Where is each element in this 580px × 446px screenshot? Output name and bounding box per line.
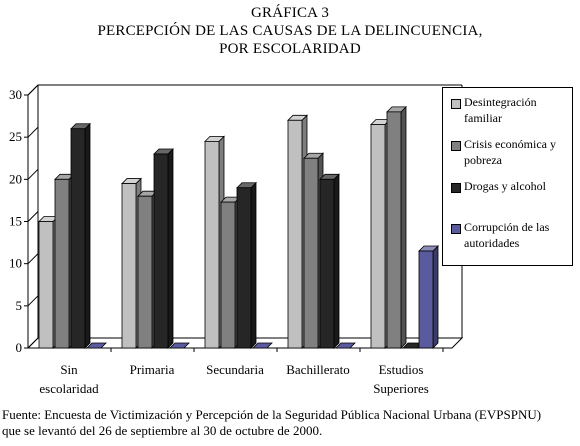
bar-front-face: [70, 128, 86, 349]
x-category-label: Sin: [60, 362, 78, 377]
y-tick-label: 5: [16, 298, 23, 313]
bar-front-face: [220, 201, 236, 349]
legend-label-line: Drogas y alcohol: [464, 179, 546, 193]
bar-zero-slab: [86, 342, 107, 349]
x-category-label: Estudios: [379, 362, 424, 377]
bar-side-face: [84, 122, 91, 349]
chart-title-line-2: PERCEPCIÓN DE LAS CAUSAS DE LA DELINCUEN…: [97, 23, 483, 39]
legend-swatch: [451, 141, 461, 151]
legend-label-line: pobreza: [464, 153, 502, 167]
bar-zero-slab: [169, 342, 190, 349]
bar: [335, 342, 356, 349]
bar: [418, 245, 439, 349]
bar: [386, 105, 407, 349]
y-tick-label: 10: [9, 256, 22, 271]
bar-front-face: [370, 124, 386, 349]
bar-front-face: [319, 178, 335, 349]
legend-label: Crisis económica y pobreza: [464, 136, 576, 168]
y-tick-depth-line: [27, 126, 39, 138]
legend-label-line: autoridades: [464, 236, 520, 250]
y-tick-depth-line: [27, 253, 39, 265]
x-category-label: Primaria: [130, 362, 175, 377]
y-tick-depth-line: [27, 337, 39, 349]
bar-front-face: [303, 157, 319, 349]
bar-front-face: [137, 195, 153, 349]
chart-title-line-1: GRÁFICA 3: [250, 5, 330, 21]
y-tick-depth-line: [27, 211, 39, 222]
y-tick-label: 30: [9, 87, 22, 102]
source-note-line-2: que se levantó del 26 de septiembre al 3…: [2, 423, 323, 438]
bar-zero-slab: [335, 342, 356, 349]
bar-zero-slab: [252, 342, 273, 349]
bar: [153, 148, 174, 349]
y-tick-depth-line: [27, 295, 39, 307]
bar: [169, 342, 190, 349]
legend-label-line: Crisis económica y: [464, 137, 556, 151]
y-tick-label: 0: [16, 340, 23, 355]
x-category-label: Secundaria: [206, 362, 264, 377]
bar: [252, 342, 273, 349]
bar-front-face: [287, 119, 303, 349]
bar-front-face: [418, 250, 434, 349]
bar-side-face: [250, 181, 257, 349]
legend-label-line: familiar: [464, 111, 502, 125]
bar-front-face: [386, 111, 402, 349]
bar-front-face: [153, 153, 169, 349]
bar-side-face: [333, 173, 340, 349]
chart-legend: Desintegración familiar Crisis económica y…: [442, 87, 573, 266]
bar-front-face: [121, 183, 137, 349]
bar: [319, 173, 340, 349]
y-tick-depth-line: [27, 84, 39, 96]
y-tick-label: 25: [9, 129, 22, 144]
x-category-label: Superiores: [373, 381, 429, 396]
x-category-label: Bachillerato: [286, 362, 350, 377]
bar-side-face: [400, 105, 407, 349]
legend-swatch: [451, 224, 461, 234]
chart-title-line-3: POR ESCOLARIDAD: [219, 41, 361, 57]
bar-front-face: [54, 178, 70, 349]
legend-swatch: [451, 99, 461, 109]
legend-label-line: Corrupción de las: [464, 220, 550, 234]
legend-label: Corrupción de las autoridades: [464, 219, 576, 251]
bar-side-face: [167, 148, 174, 349]
bar: [70, 122, 91, 349]
legend-label: Drogas y alcohol: [464, 178, 576, 194]
bar-front-face: [236, 187, 252, 349]
bar-front-face: [204, 140, 220, 349]
y-tick-label: 20: [9, 171, 22, 186]
legend-label-line: Desintegración: [464, 95, 537, 109]
legend-swatch: [451, 183, 461, 193]
y-tick-depth-line: [27, 168, 39, 180]
y-tick-label: 15: [9, 214, 22, 229]
x-category-label: escolaridad: [39, 381, 99, 396]
legend-label: Desintegración familiar: [464, 94, 576, 126]
bar: [86, 342, 107, 349]
bar-side-face: [432, 245, 439, 349]
bar: [236, 181, 257, 349]
bar-front-face: [38, 221, 54, 349]
source-note-line-1: Fuente: Encuesta de Victimización y Perc…: [2, 407, 542, 422]
